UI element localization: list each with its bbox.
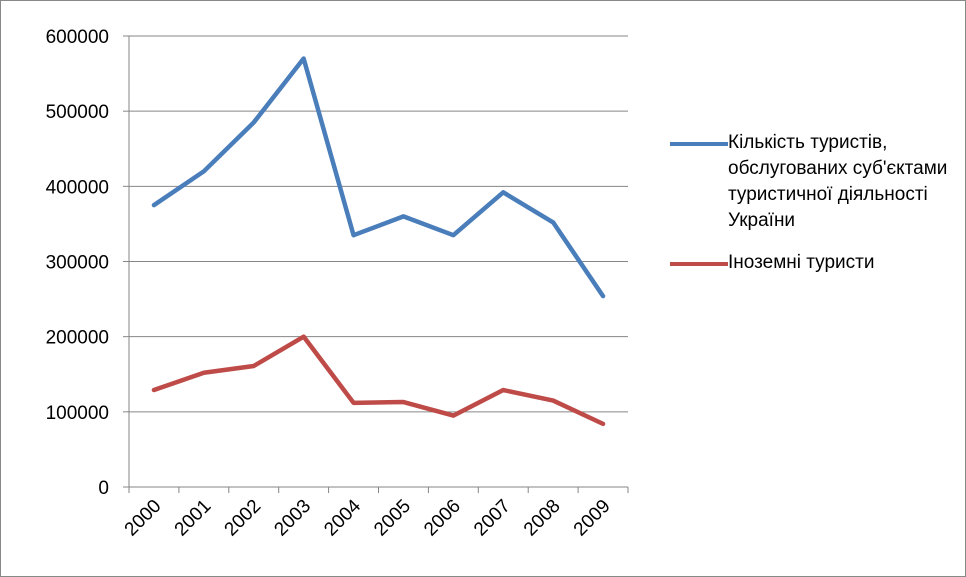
legend-label: Іноземні туристи: [728, 252, 875, 273]
y-tick-label: 400000: [46, 177, 109, 198]
y-tick-label: 200000: [46, 328, 109, 349]
legend-item: Іноземні туристи: [670, 250, 955, 276]
y-tick-label: 600000: [46, 27, 109, 48]
legend: Кількість туристів, обслугованих суб'єкт…: [670, 130, 955, 292]
x-tick-label: 2000: [121, 496, 166, 541]
series-line: [151, 334, 606, 427]
x-tick-label: 2002: [221, 496, 266, 541]
x-tick-label: 2006: [420, 496, 465, 541]
y-tick-label: 500000: [46, 102, 109, 123]
legend-item: Кількість туристів, обслугованих суб'єкт…: [670, 130, 955, 234]
legend-swatch: [670, 142, 728, 146]
x-tick-label: 2003: [270, 496, 315, 541]
y-tick-label: 300000: [46, 253, 109, 274]
x-tick-label: 2008: [520, 496, 565, 541]
y-tick-label: 100000: [46, 403, 109, 424]
y-tick-label: 0: [98, 478, 109, 499]
x-tick-label: 2005: [370, 496, 415, 541]
series-line: [151, 56, 606, 299]
legend-swatch: [670, 262, 728, 266]
x-tick-label: 2004: [320, 495, 365, 540]
legend-label: Кількість туристів, обслугованих суб'єкт…: [728, 132, 948, 231]
x-tick-label: 2007: [470, 496, 515, 541]
x-tick-label: 2001: [171, 496, 216, 541]
x-tick-label: 2009: [570, 496, 615, 541]
